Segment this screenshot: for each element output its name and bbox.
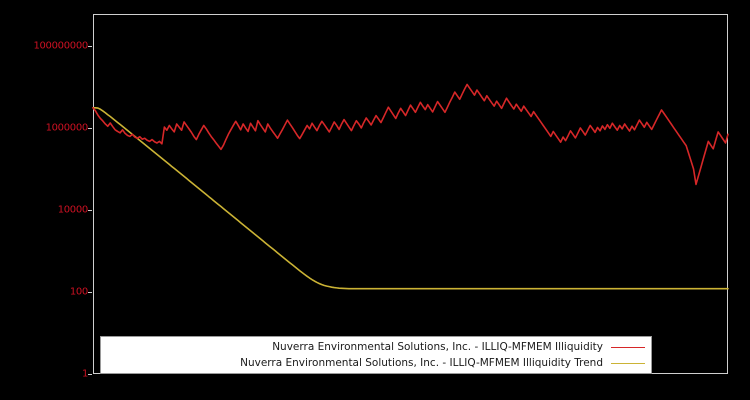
legend-label-illiquidity-trend: Nuverra Environmental Solutions, Inc. - … [240, 357, 603, 369]
y-axis-tick-mark [88, 128, 92, 129]
y-axis-tick-mark [88, 292, 92, 293]
chart-legend[interactable]: Nuverra Environmental Solutions, Inc. - … [100, 336, 652, 374]
line-swatch-icon [611, 346, 645, 348]
legend-label-illiquidity: Nuverra Environmental Solutions, Inc. - … [272, 341, 603, 353]
y-axis-tick-mark [88, 46, 92, 47]
y-axis-tick-label: 10000 [57, 204, 89, 216]
y-axis-tick-label: 1000000 [45, 122, 89, 134]
y-axis: 1 100 10000 1000000 100000000 [0, 0, 92, 400]
legend-item-illiquidity[interactable]: Nuverra Environmental Solutions, Inc. - … [107, 339, 645, 355]
y-axis-tick-mark [88, 374, 92, 375]
y-axis-tick-label: 100000000 [33, 40, 88, 52]
legend-item-illiquidity-trend[interactable]: Nuverra Environmental Solutions, Inc. - … [107, 355, 645, 371]
plot-area [93, 14, 728, 374]
y-axis-tick-label: 1 [81, 368, 88, 380]
y-axis-tick-label: 100 [69, 286, 88, 298]
y-axis-tick-mark [88, 210, 92, 211]
line-swatch-icon [611, 362, 645, 364]
